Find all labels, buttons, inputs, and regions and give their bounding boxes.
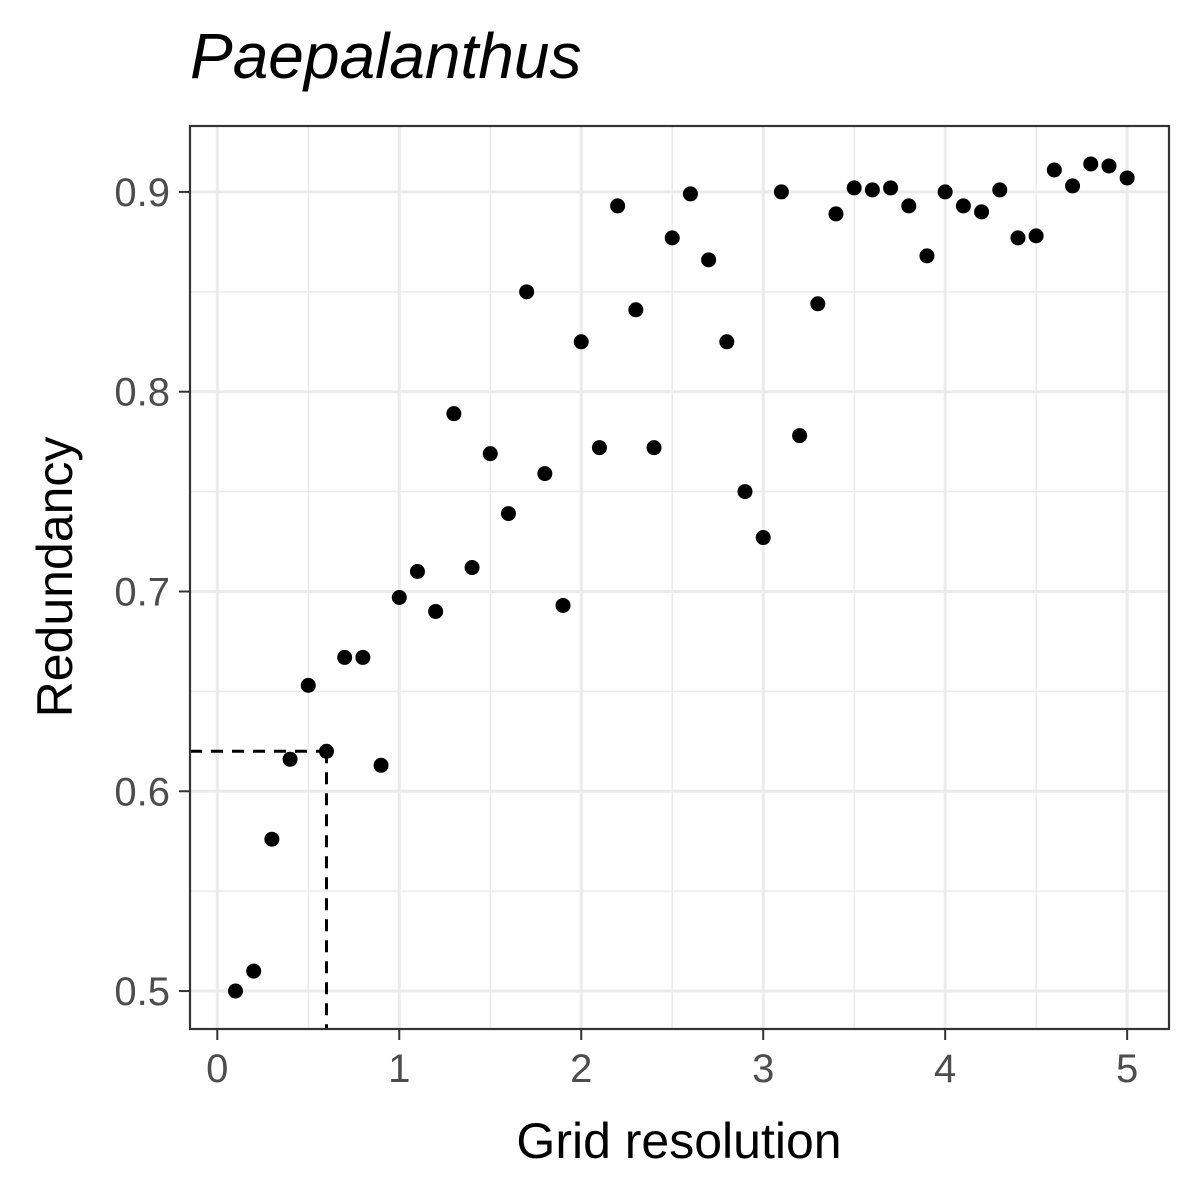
- data-point: [537, 466, 553, 482]
- data-point: [828, 206, 844, 222]
- data-point: [883, 180, 899, 196]
- data-point: [482, 446, 498, 462]
- data-point: [519, 284, 535, 300]
- data-point: [591, 440, 607, 456]
- major-gridlines: [190, 126, 1169, 1029]
- y-axis-title: Redundancy: [27, 437, 83, 718]
- data-point: [1119, 170, 1135, 186]
- data-point: [1083, 156, 1099, 172]
- data-point: [773, 184, 789, 200]
- data-point: [246, 963, 262, 979]
- plot-panel-border: [188, 124, 1171, 1031]
- data-point: [282, 751, 298, 767]
- x-axis-title: Grid resolution: [516, 1113, 841, 1169]
- data-point: [810, 296, 826, 312]
- data-point: [1101, 158, 1117, 174]
- y-tick-label: 0.9: [114, 171, 170, 215]
- data-point: [1010, 230, 1026, 246]
- x-tick-label: 5: [1116, 1047, 1138, 1091]
- data-point: [428, 603, 444, 619]
- data-point: [846, 180, 862, 196]
- data-point: [755, 530, 771, 546]
- x-tick-label: 2: [570, 1047, 592, 1091]
- data-point: [573, 334, 589, 350]
- data-point: [300, 677, 316, 693]
- data-point: [682, 186, 698, 202]
- data-point: [264, 831, 280, 847]
- data-point: [1028, 228, 1044, 244]
- data-point: [919, 248, 935, 264]
- data-point: [555, 597, 571, 613]
- x-tick-label: 4: [934, 1047, 956, 1091]
- data-point: [646, 440, 662, 456]
- data-point: [318, 743, 334, 759]
- data-point: [719, 334, 735, 350]
- data-point: [500, 506, 516, 522]
- data-point: [391, 589, 407, 605]
- y-tick-label: 0.7: [114, 570, 170, 614]
- data-point: [628, 302, 644, 318]
- data-point: [937, 184, 953, 200]
- data-point: [901, 198, 917, 214]
- data-point: [955, 198, 971, 214]
- data-point: [355, 649, 371, 665]
- x-axis-ticks: 0 1 2 3 4 5: [206, 1029, 1138, 1091]
- minor-gridlines: [190, 126, 1169, 1029]
- data-point: [464, 560, 480, 576]
- data-point: [864, 182, 880, 198]
- data-point: [974, 204, 990, 220]
- data-point: [1065, 178, 1081, 194]
- y-axis-ticks: 0.5 0.6 0.7 0.8 0.9: [114, 171, 190, 1014]
- data-point: [737, 484, 753, 500]
- x-tick-label: 3: [752, 1047, 774, 1091]
- data-point: [664, 230, 680, 246]
- reference-lines: [190, 749, 328, 1029]
- y-tick-label: 0.5: [114, 970, 170, 1014]
- x-tick-label: 1: [388, 1047, 410, 1091]
- data-point: [1046, 162, 1062, 178]
- data-points: [227, 156, 1135, 999]
- data-point: [792, 428, 808, 444]
- chart-title: Paepalanthus: [190, 20, 581, 92]
- data-point: [701, 252, 717, 268]
- data-point: [446, 406, 462, 422]
- y-tick-label: 0.6: [114, 770, 170, 814]
- data-point: [610, 198, 626, 214]
- x-tick-label: 0: [206, 1047, 228, 1091]
- y-tick-label: 0.8: [114, 371, 170, 415]
- data-point: [373, 757, 389, 773]
- data-point: [227, 983, 243, 999]
- data-point: [337, 649, 353, 665]
- data-point: [409, 564, 425, 580]
- data-point: [992, 182, 1008, 198]
